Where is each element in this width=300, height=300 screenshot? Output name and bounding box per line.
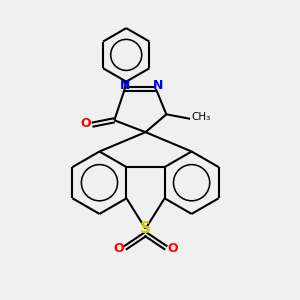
Text: N: N	[119, 79, 130, 92]
Text: O: O	[113, 242, 124, 255]
Text: O: O	[168, 242, 178, 255]
Text: CH₃: CH₃	[191, 112, 210, 122]
Text: S: S	[140, 221, 151, 236]
Text: O: O	[80, 117, 91, 130]
Text: N: N	[153, 79, 164, 92]
